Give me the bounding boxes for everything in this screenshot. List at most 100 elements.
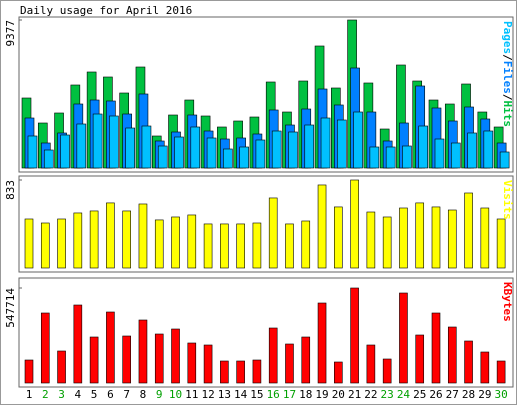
- x-tick-label: 10: [169, 388, 182, 401]
- bar: [187, 342, 197, 384]
- bar: [350, 287, 359, 384]
- y-tick-label: 547714: [4, 288, 17, 328]
- x-tick-label: 8: [140, 388, 147, 401]
- bar: [57, 350, 66, 384]
- bar: [122, 210, 131, 269]
- x-tick-label: 30: [494, 388, 507, 401]
- bar: [431, 206, 441, 269]
- x-tick-label: 21: [348, 388, 361, 401]
- bar: [171, 328, 180, 384]
- bar: [220, 223, 229, 269]
- legend-entry: Pages: [501, 21, 514, 54]
- bar: [109, 115, 119, 169]
- bar: [480, 351, 490, 384]
- bar: [288, 131, 298, 169]
- bar: [350, 179, 359, 269]
- bar: [483, 130, 494, 169]
- bar: [337, 119, 347, 169]
- x-tick-label: 16: [267, 388, 280, 401]
- bar: [399, 207, 408, 269]
- x-tick-label: 11: [185, 388, 198, 401]
- bar: [239, 146, 249, 169]
- x-tick-label: 23: [381, 388, 394, 401]
- bar: [89, 210, 99, 269]
- x-tick-label: 13: [218, 388, 231, 401]
- bar: [255, 139, 266, 169]
- legend-separator: /: [501, 54, 514, 61]
- bar: [434, 138, 445, 169]
- bar: [271, 130, 282, 169]
- x-tick-label: 29: [478, 388, 491, 401]
- bar: [467, 132, 477, 169]
- bar: [285, 223, 294, 269]
- bar: [418, 125, 429, 169]
- bar: [496, 360, 506, 384]
- bar: [73, 304, 83, 384]
- x-tick-label: 2: [42, 388, 49, 401]
- bar: [92, 113, 103, 169]
- bar: [366, 344, 376, 384]
- x-tick-label: 3: [58, 388, 65, 401]
- bar: [334, 361, 343, 384]
- x-tick-label: 20: [332, 388, 345, 401]
- x-tick-label: 22: [364, 388, 377, 401]
- x-tick-label: 19: [315, 388, 328, 401]
- bar: [399, 292, 408, 384]
- bar: [480, 207, 490, 269]
- bar: [317, 302, 327, 384]
- bar: [301, 336, 311, 384]
- bar: [157, 145, 168, 169]
- x-tick-label: 4: [75, 388, 82, 401]
- bar: [57, 218, 66, 269]
- bar: [40, 312, 50, 384]
- bar: [304, 124, 315, 169]
- x-tick-label: 25: [413, 388, 426, 401]
- panel-box: [18, 277, 514, 388]
- bar: [174, 136, 184, 169]
- x-tick-label: 5: [91, 388, 98, 401]
- legend-entry: Hits: [501, 101, 514, 128]
- legend: Visits: [501, 180, 514, 220]
- bar: [73, 212, 83, 269]
- bar: [366, 211, 376, 269]
- legend: KBytes: [501, 282, 514, 322]
- bar: [24, 218, 34, 269]
- legend: Pages/Files/Hits: [501, 21, 514, 127]
- legend-entry: Files: [501, 61, 514, 94]
- bar: [190, 126, 201, 169]
- bar: [415, 334, 425, 384]
- bar: [382, 216, 392, 269]
- bar: [236, 360, 245, 384]
- bar: [369, 146, 380, 169]
- bar: [43, 149, 54, 169]
- bar: [252, 359, 262, 384]
- chart-title: Daily usage for April 2016: [20, 4, 192, 17]
- bar: [27, 135, 38, 169]
- bar: [285, 343, 294, 384]
- x-tick-label: 27: [446, 388, 459, 401]
- bar: [138, 203, 148, 269]
- bar: [320, 117, 331, 169]
- x-tick-label: 9: [156, 388, 163, 401]
- bar: [138, 319, 148, 384]
- bar: [187, 214, 197, 269]
- bar: [431, 312, 441, 384]
- y-tick-label: 833: [4, 180, 17, 200]
- x-tick-label: 18: [299, 388, 312, 401]
- bar: [60, 134, 70, 169]
- x-tick-label: 1: [26, 388, 33, 401]
- bar: [24, 359, 34, 384]
- bar: [385, 146, 396, 169]
- x-tick-label: 12: [201, 388, 214, 401]
- bar: [236, 223, 245, 269]
- bar: [122, 335, 131, 384]
- bar: [464, 340, 473, 384]
- bar: [268, 327, 278, 384]
- bar: [141, 125, 152, 169]
- x-tick-label: 7: [123, 388, 130, 401]
- bar: [268, 197, 278, 269]
- bar: [125, 127, 135, 169]
- legend-entry: KBytes: [501, 282, 514, 322]
- bar: [499, 151, 510, 169]
